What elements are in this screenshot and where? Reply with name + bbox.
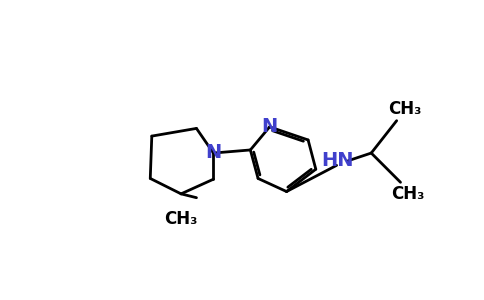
- Text: CH₃: CH₃: [392, 185, 425, 203]
- Text: CH₃: CH₃: [165, 210, 198, 228]
- Text: HN: HN: [321, 151, 354, 170]
- Text: N: N: [261, 117, 278, 136]
- Text: N: N: [205, 143, 222, 162]
- Text: CH₃: CH₃: [388, 100, 421, 118]
